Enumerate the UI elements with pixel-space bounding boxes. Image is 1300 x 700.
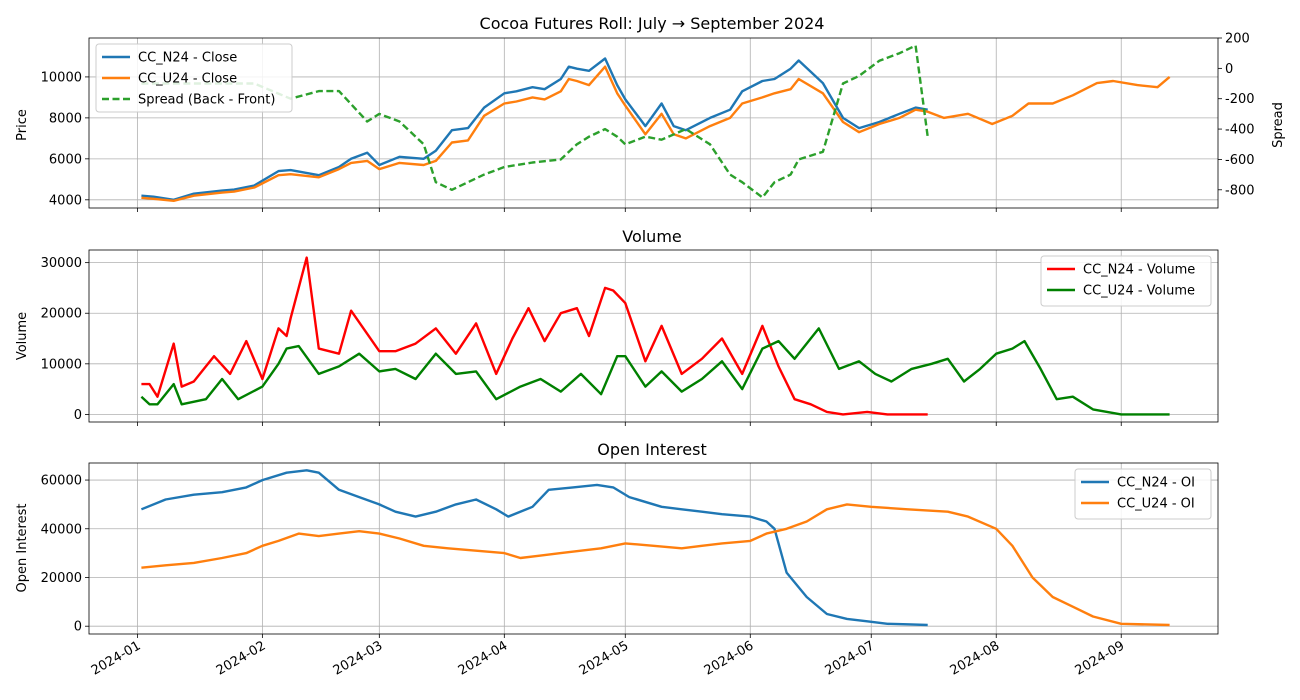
legend-entry-label: CC_N24 - Volume [1083, 263, 1195, 278]
price-y-label: Price [15, 109, 30, 141]
y-tick-label: 6000 [49, 152, 82, 167]
oi-grid [89, 463, 1218, 634]
y-tick-label: 4000 [49, 193, 82, 208]
oi-legend: CC_N24 - OI CC_U24 - OI [1074, 468, 1212, 520]
volume-y-label: Volume [15, 312, 30, 360]
price-x-ticks [136, 208, 1122, 212]
y-tick-label: 20000 [41, 307, 82, 322]
legend-entry-label: CC_U24 - Volume [1083, 284, 1195, 299]
oi-y-ticks: 0 20000 40000 60000 [41, 474, 89, 635]
volume-plot-frame [88, 249, 1219, 423]
oi-plot-frame [88, 462, 1219, 635]
oi-y-label: Open Interest [15, 504, 30, 593]
legend-entry-label: CC_U24 - OI [1117, 497, 1195, 512]
y-tick-label: 0 [74, 408, 82, 423]
y2-tick-label: -800 [1225, 183, 1255, 198]
price-legend: CC_N24 - Close CC_U24 - Close Spread (Back… [95, 43, 293, 113]
price-panel: Cocoa Futures Roll: July → September 202… [15, 14, 1286, 212]
volume-series [140, 256, 1170, 416]
y-tick-label: 10000 [41, 357, 82, 372]
y2-tick-label: -200 [1225, 92, 1255, 107]
price-plot-frame [88, 37, 1219, 209]
y-tick-label: 40000 [41, 522, 82, 537]
y-tick-label: 20000 [41, 571, 82, 586]
legend-entry-label: Spread (Back - Front) [138, 93, 275, 108]
oi-series [140, 469, 1170, 627]
volume-x-ticks [136, 422, 1122, 426]
oi-x-ticks [136, 634, 1122, 638]
y-tick-label: 10000 [41, 70, 82, 85]
volume-panel-title: Volume [622, 227, 682, 246]
series-line-cc-n24-volume [141, 256, 928, 416]
legend-box [1040, 255, 1212, 307]
price-series [141, 44, 1171, 203]
legend-entry-label: CC_N24 - Close [138, 51, 237, 66]
y-tick-label: 8000 [49, 111, 82, 126]
volume-panel: Volume Volume 0 10000 20000 30000 CC_N24 - … [15, 227, 1219, 426]
y2-tick-label: -400 [1225, 123, 1255, 138]
series-line-cc-n24-oi [140, 469, 928, 627]
y-tick-label: 60000 [41, 474, 82, 489]
volume-legend: CC_N24 - Volume CC_U24 - Volume [1040, 255, 1212, 307]
series-line-cc-u24-oi [141, 503, 1170, 627]
y-tick-label: 0 [74, 620, 82, 635]
series-line-cc-u24-close [141, 65, 1171, 203]
y2-tick-label: -600 [1225, 153, 1255, 168]
y2-tick-label: 0 [1225, 62, 1233, 77]
series-line-cc-n24-close [141, 57, 928, 202]
series-line-cc-u24-volume [140, 327, 1170, 416]
oi-panel-title: Open Interest [597, 440, 706, 459]
legend-box [95, 43, 293, 113]
volume-y-ticks: 0 10000 20000 30000 [41, 256, 89, 423]
series-line-spread-back-front- [141, 44, 929, 199]
legend-entry-label: CC_U24 - Close [138, 72, 237, 87]
price-y-ticks: 4000 6000 8000 10000 [41, 70, 89, 208]
y2-tick-label: 200 [1225, 32, 1250, 47]
y-tick-label: 30000 [41, 256, 82, 271]
spread-y-label: Spread [1271, 102, 1286, 148]
price-panel-title: Cocoa Futures Roll: July → September 202… [480, 14, 825, 33]
spread-y-ticks: -800 -600 -400 -200 0 200 [1218, 32, 1255, 198]
legend-entry-label: CC_N24 - OI [1117, 476, 1195, 491]
